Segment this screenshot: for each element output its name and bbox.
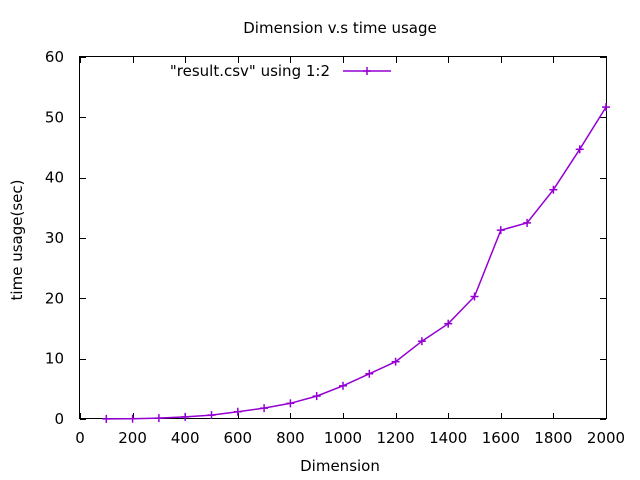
data-point-marker [496,226,505,235]
data-point-marker [233,407,242,416]
data-point-marker [207,411,216,420]
x-tick-label: 1800 [534,429,572,447]
x-axis-label: Dimension [300,457,380,475]
x-tick-label: 1000 [324,429,362,447]
data-point-marker [417,337,426,346]
data-point-marker [181,412,190,421]
x-tick-label: 400 [171,429,200,447]
x-tick-label: 1200 [377,429,415,447]
y-tick-label: 30 [45,229,64,247]
y-tick-label: 40 [45,169,64,187]
x-tick-label: 2000 [587,429,625,447]
data-point-marker [260,404,269,413]
series-line [106,106,607,420]
x-tick-label: 1600 [482,429,520,447]
legend-entry-label: "result.csv" using 1:2 [170,62,330,80]
x-tick-label: 1400 [429,429,467,447]
data-point-marker [575,145,584,154]
series-layer [102,103,610,423]
data-point-marker [523,218,532,227]
plot-frame [79,56,607,419]
x-tick-label: 800 [276,429,305,447]
y-tick-label: 50 [45,108,64,126]
x-tick-label: 600 [223,429,252,447]
data-point-marker [339,381,347,390]
data-point-marker [102,414,111,423]
data-point-marker [602,103,610,112]
y-axis-label: time usage(sec) [8,180,26,301]
data-point-marker [286,399,295,408]
data-point-marker [470,292,479,301]
data-point-marker [312,392,321,401]
data-point-marker [549,185,558,194]
axis-ticks [80,57,607,420]
y-tick-label: 20 [45,289,64,307]
y-tick-label: 60 [45,48,64,66]
axis-tick-labels: 0 200 400 600 800 1000 1200 1400 1600 1800 2000 0 10… [45,48,625,447]
data-point-marker [391,357,400,366]
x-tick-label: 0 [75,429,85,447]
chart-title: Dimension v.s time usage [243,19,436,37]
data-point-marker [365,369,374,378]
data-point-marker [128,414,137,423]
data-point-marker [154,414,163,423]
y-tick-label: 10 [45,350,64,368]
data-point-marker [444,319,453,328]
legend: "result.csv" using 1:2 [170,62,391,80]
x-tick-label: 200 [118,429,147,447]
y-tick-label: 0 [54,410,64,428]
